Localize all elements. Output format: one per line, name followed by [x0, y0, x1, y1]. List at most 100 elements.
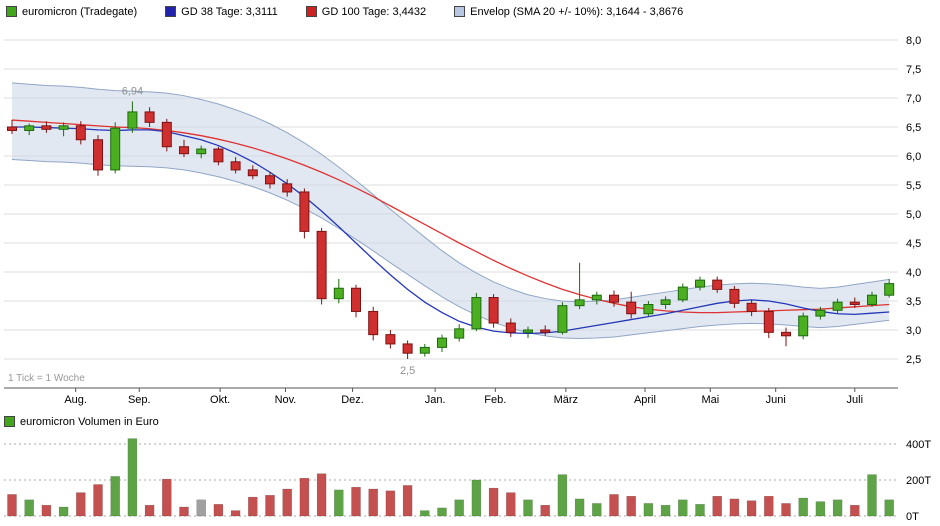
candle: [746, 302, 757, 312]
volume-bar: [230, 510, 241, 517]
volume-bar: [574, 498, 585, 517]
month-label: März: [554, 394, 578, 406]
candle: [712, 279, 723, 290]
svg-text:4,0: 4,0: [906, 267, 921, 279]
candle: [75, 125, 86, 141]
volume-bar: [316, 473, 327, 517]
candle: [643, 303, 654, 315]
candle: [695, 279, 705, 288]
month-label: Aug.: [64, 394, 87, 406]
month-label: Feb.: [484, 394, 506, 406]
month-label: Sep.: [128, 394, 151, 406]
price-annotation: 2,5: [400, 365, 415, 377]
volume-bar: [609, 494, 619, 517]
candles-layer: [7, 101, 895, 359]
volume-bar: [454, 499, 464, 517]
candle: [437, 337, 447, 348]
volume-bar: [437, 507, 447, 517]
volume-chart: 400T 200T 0T: [4, 438, 931, 523]
candle: [781, 331, 791, 337]
volume-bar: [351, 486, 361, 517]
svg-text:5,0: 5,0: [906, 209, 921, 221]
candle: [505, 322, 516, 333]
volume-bar: [712, 495, 722, 517]
volume-bar: [144, 504, 155, 517]
volume-bar: [695, 504, 705, 517]
volume-bar: [162, 478, 172, 517]
volume-bar: [110, 476, 120, 517]
legend-label-gd100: GD 100 Tage: 3,4432: [321, 5, 427, 18]
candle: [299, 191, 310, 232]
svg-text:7,0: 7,0: [906, 93, 921, 105]
candle: [660, 299, 671, 305]
candle: [471, 297, 482, 330]
volume-bar: [592, 503, 602, 517]
month-label: Okt.: [210, 394, 230, 406]
price-annotation: 6,94: [122, 85, 143, 97]
candle: [110, 127, 121, 171]
volume-bar: [420, 510, 430, 517]
candle: [247, 169, 258, 177]
volume-bar: [798, 497, 808, 517]
legend-label-envelope: Envelop (SMA 20 +/- 10%): 3,1644 - 3,867…: [470, 5, 684, 18]
candle: [591, 294, 602, 301]
month-label: April: [634, 394, 656, 406]
volume-bar: [678, 499, 688, 517]
candle: [763, 310, 774, 333]
volume-bar: [867, 474, 877, 517]
month-label: Nov.: [275, 394, 297, 406]
candle: [609, 294, 619, 303]
candle: [351, 287, 361, 312]
volume-bar: [729, 498, 740, 517]
volume-bar: [368, 488, 378, 517]
candle: [41, 125, 52, 130]
candle: [849, 301, 860, 305]
legend-label-gd38: GD 38 Tage: 3,3111: [181, 5, 278, 18]
gd100-line: [11, 119, 890, 314]
volume-bar: [41, 504, 52, 517]
candle: [454, 328, 465, 339]
volume-bar: [93, 484, 103, 517]
candle: [127, 111, 138, 129]
volume-bar: [815, 501, 826, 517]
gd100-swatch-icon: [305, 6, 317, 17]
envelope-band: [12, 82, 890, 339]
gd38-swatch-icon: [165, 6, 177, 17]
volume-bar: [557, 474, 568, 517]
svg-text:6,5: 6,5: [906, 122, 921, 134]
volume-bar: [850, 504, 860, 517]
volume-bar: [282, 488, 292, 517]
volume-bar: [523, 499, 533, 517]
tick-note: 1 Tick = 1 Woche: [8, 373, 85, 384]
volume-bar: [299, 477, 310, 517]
legend-item-envelope: Envelop (SMA 20 +/- 10%): 3,1644 - 3,867…: [454, 6, 683, 18]
svg-text:3,0: 3,0: [906, 325, 921, 337]
candle: [93, 139, 103, 171]
candle: [333, 287, 344, 300]
volume-bar: [213, 504, 224, 517]
candle: [316, 230, 327, 300]
candle: [677, 286, 688, 301]
candle: [282, 183, 293, 193]
instrument-swatch-icon: [6, 6, 17, 17]
volume-bar: [24, 499, 34, 517]
candle: [798, 315, 809, 337]
candle: [867, 294, 877, 305]
volume-bar: [265, 495, 275, 517]
candle: [729, 288, 740, 304]
candle: [368, 310, 379, 336]
svg-text:0T: 0T: [906, 511, 919, 523]
candle: [24, 125, 35, 131]
volume-bar: [58, 506, 69, 517]
candle: [230, 161, 241, 171]
candle: [58, 125, 69, 130]
candle: [832, 301, 843, 311]
candle: [419, 346, 430, 354]
candle: [179, 146, 189, 155]
volume-bars-layer: [7, 438, 894, 517]
legend-label-instrument: euromicron (Tradegate): [22, 5, 138, 18]
volume-bar: [746, 500, 757, 517]
volume-bar: [506, 492, 516, 517]
volume-bar: [334, 489, 344, 517]
candle: [385, 334, 396, 345]
